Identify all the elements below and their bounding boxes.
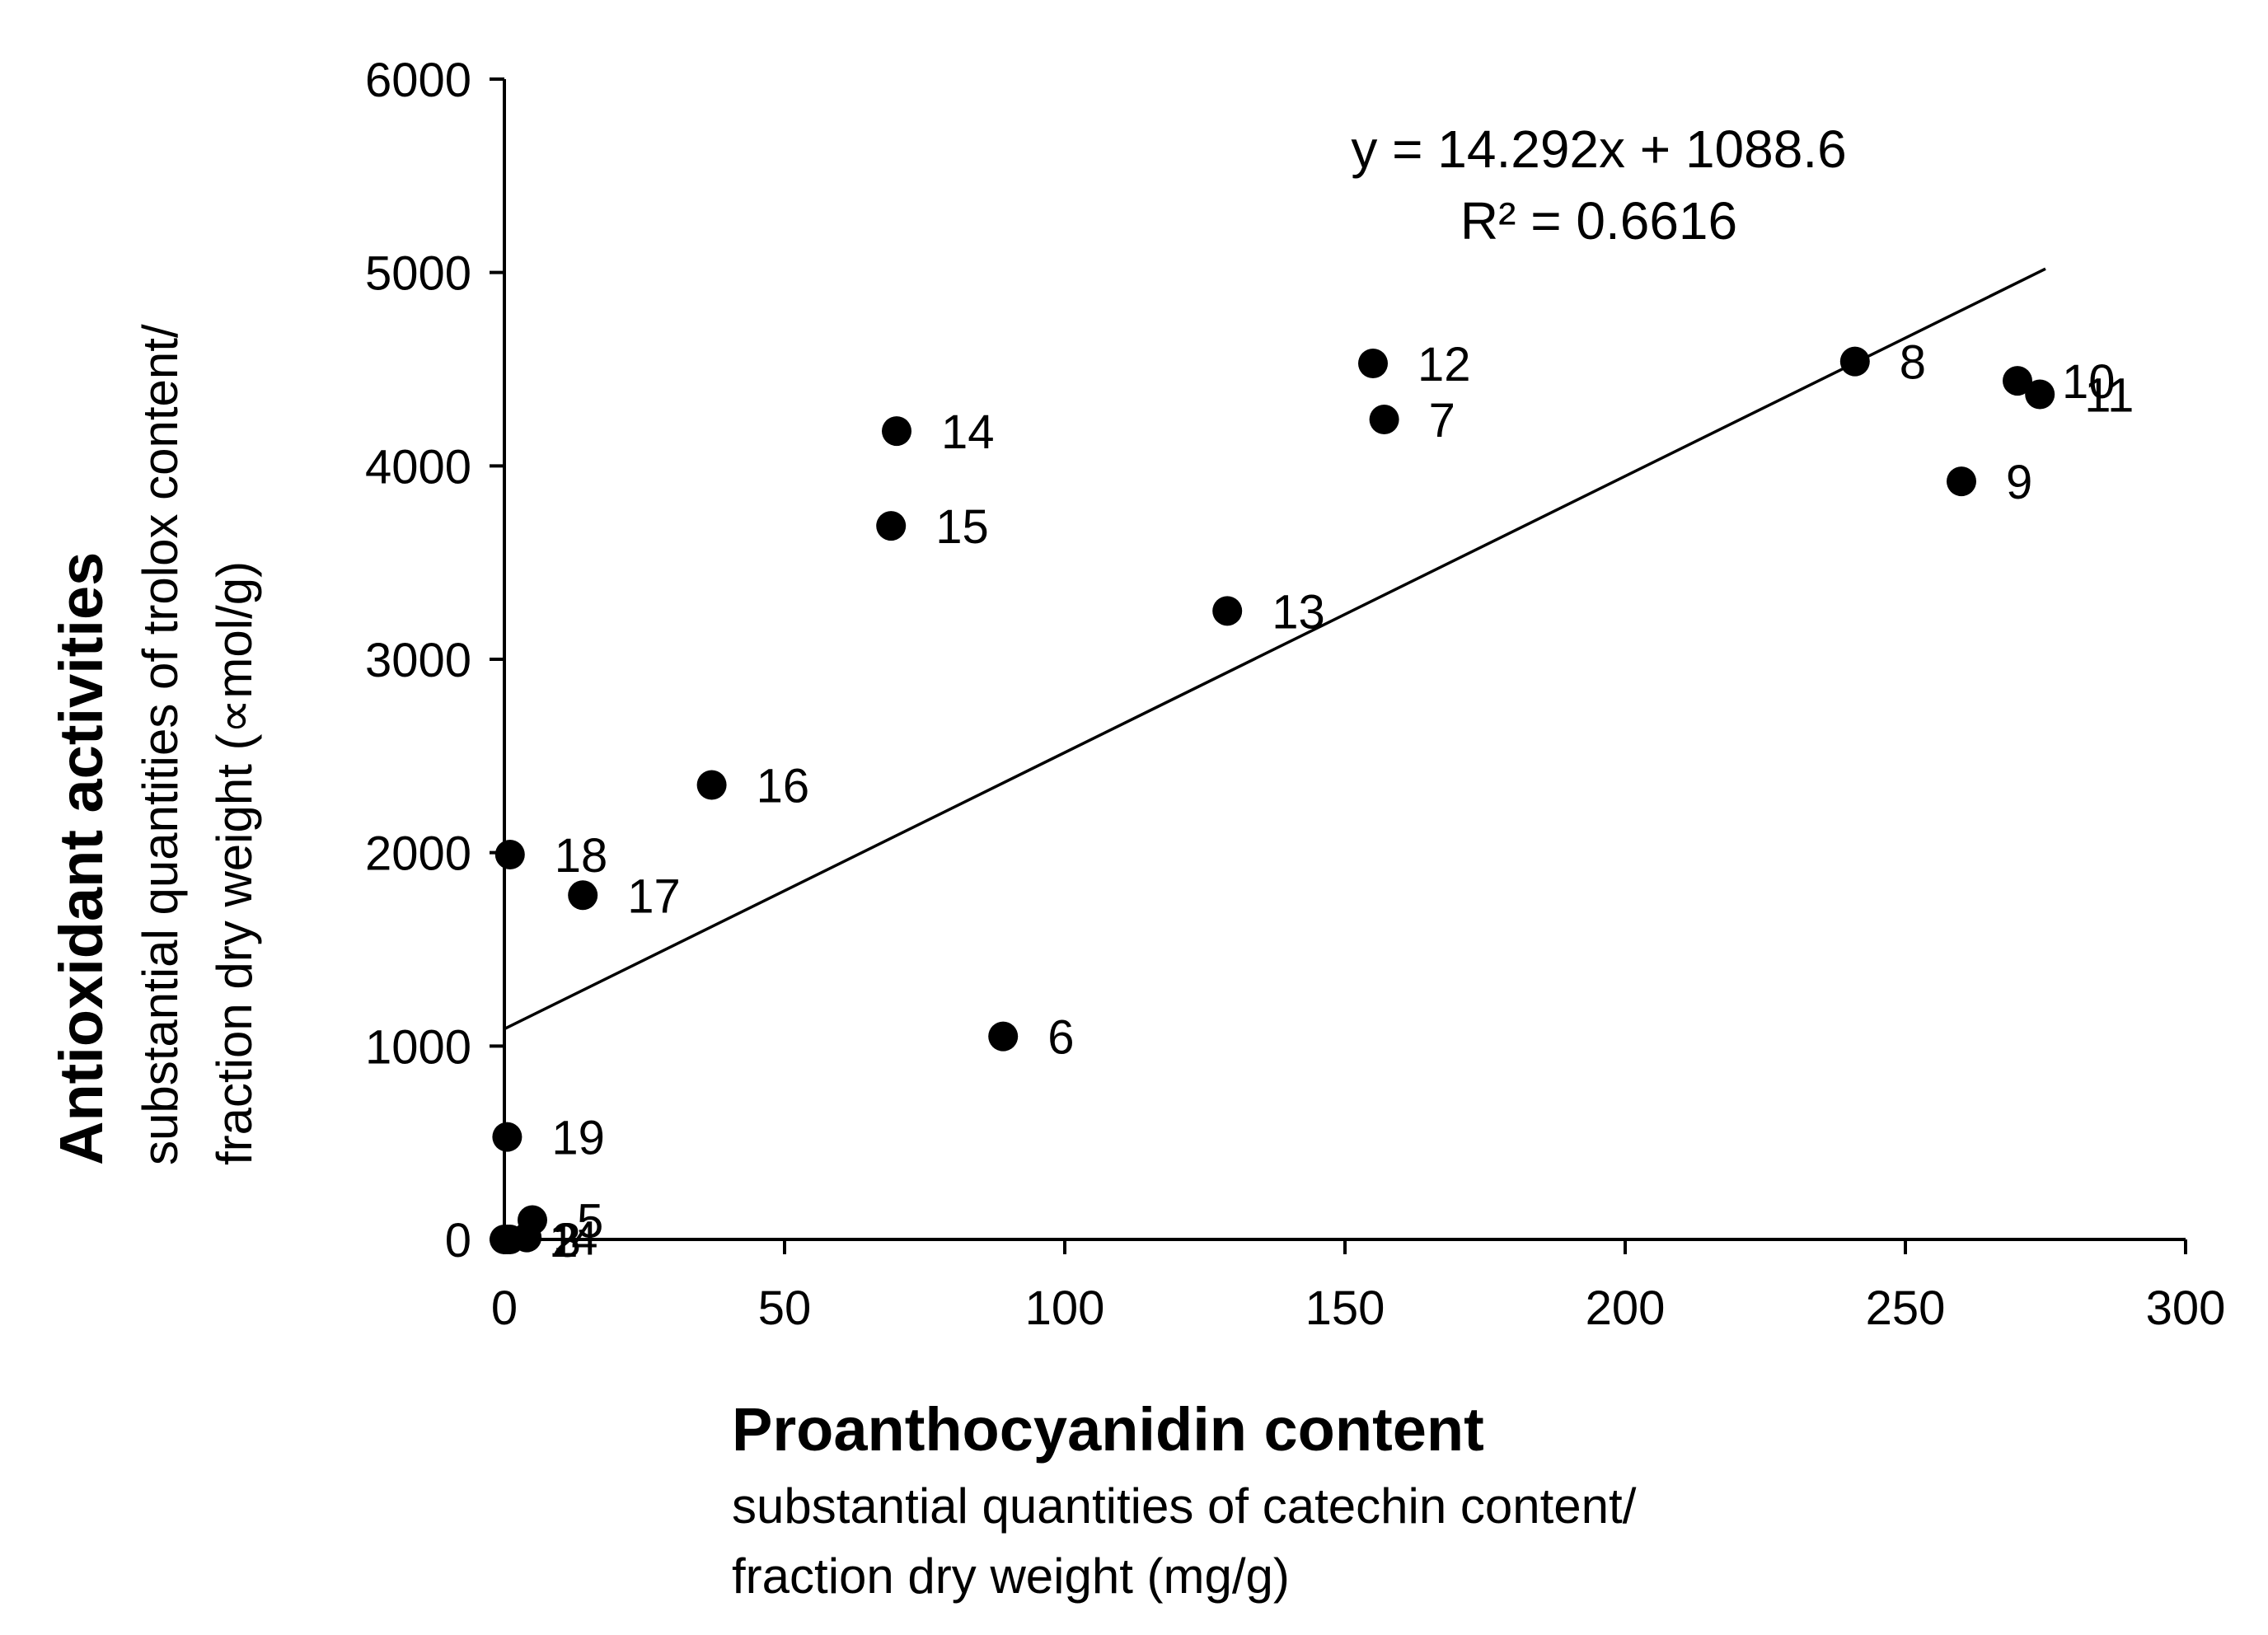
data-point-label-6: 6 (1047, 1011, 1074, 1065)
axes (503, 79, 2186, 1241)
data-point-label-8: 8 (1900, 336, 1926, 390)
y-tick-label: 2000 (365, 827, 471, 881)
data-point-14 (882, 416, 911, 447)
data-point-11 (2025, 379, 2055, 410)
data-point-label-16: 16 (757, 760, 810, 813)
x-axis-title: Proanthocyanidin content (732, 1395, 1484, 1464)
y-tick-label: 3000 (365, 634, 471, 687)
y-tick-label: 6000 (365, 54, 471, 107)
trendline-group (504, 267, 2046, 1031)
data-point-label-2: 2 (551, 1214, 578, 1267)
data-point-18 (494, 840, 525, 870)
data-point-label-4: 4 (571, 1212, 597, 1266)
x-axis-subtitle-line-2: fraction dry weight (mg/g) (732, 1548, 1290, 1604)
data-point-5 (518, 1205, 547, 1235)
data-point-9 (1947, 466, 1976, 497)
axis-ticks: 0 50 100 150 200 250 3000100020003000400050006… (365, 54, 2225, 1335)
y-axis-subtitle-line-2: fraction dry weight (∝mol/g) (207, 561, 262, 1165)
trendline (504, 267, 2046, 1031)
x-tick-label: 150 (1305, 1281, 1385, 1335)
data-point-label-13: 13 (1272, 585, 1325, 639)
x-tick-label: 100 (1025, 1281, 1105, 1335)
data-point-16 (696, 770, 727, 800)
x-tick-label: 300 (2146, 1281, 2226, 1335)
data-point-label-12: 12 (1418, 338, 1471, 391)
y-tick-label: 5000 (365, 247, 471, 301)
data-point-label-17: 17 (627, 869, 681, 923)
data-point-6 (988, 1021, 1019, 1052)
data-point-label-7: 7 (1429, 394, 1455, 447)
data-point-15 (876, 511, 907, 541)
y-axis-subtitle-line-1: substantial quantities of trolox content… (133, 324, 188, 1165)
x-tick-label: 250 (1866, 1281, 1946, 1335)
data-point-label-3: 3 (555, 1214, 581, 1267)
data-point-label-18: 18 (555, 829, 608, 883)
data-point-label-15: 15 (935, 500, 989, 554)
y-axis-title: Antioxidant activities (47, 552, 115, 1165)
data-point-7 (1369, 405, 1399, 435)
y-tick-label: 0 (445, 1214, 471, 1267)
y-tick-label: 4000 (365, 440, 471, 494)
x-tick-label: 200 (1586, 1281, 1666, 1335)
data-point-17 (568, 880, 598, 911)
data-point-label-10: 10 (2062, 355, 2116, 409)
data-point-label-1: 1 (549, 1214, 575, 1267)
data-point-label-14: 14 (941, 405, 995, 459)
trendline-r2: R² = 0.6616 (1460, 191, 1737, 251)
data-point-10 (2003, 366, 2032, 396)
data-point-8 (1839, 346, 1870, 377)
data-point-label-11: 11 (2084, 369, 2134, 423)
data-point-12 (1358, 348, 1388, 378)
data-point-13 (1212, 596, 1243, 626)
x-tick-label: 0 (491, 1281, 518, 1335)
data-point-label-5: 5 (577, 1195, 603, 1249)
y-tick-label: 1000 (365, 1020, 471, 1074)
trendline-equation: y = 14.292x + 1088.6 (1351, 119, 1846, 179)
x-tick-label: 50 (758, 1281, 812, 1335)
data-point-label-9: 9 (2006, 456, 2032, 509)
x-axis-subtitle-line-1: substantial quantities of catechin conte… (732, 1478, 1637, 1534)
data-point-19 (492, 1122, 522, 1152)
data-point-label-19: 19 (551, 1112, 605, 1165)
